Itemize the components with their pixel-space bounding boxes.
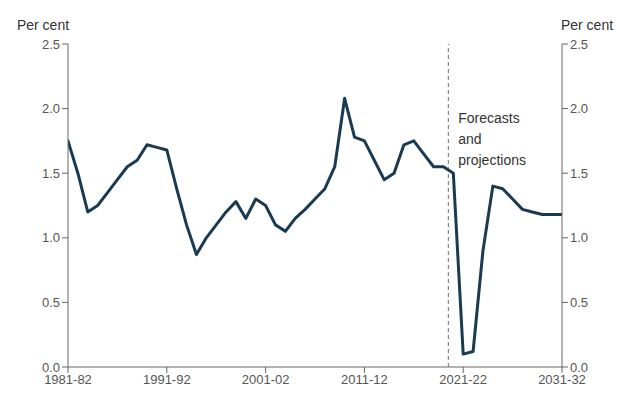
svg-text:2.5: 2.5 [570,37,588,52]
svg-text:1981-82: 1981-82 [44,372,92,388]
svg-text:2011-12: 2011-12 [341,372,388,387]
svg-text:1991-92: 1991-92 [143,372,191,387]
svg-text:2.0: 2.0 [42,101,60,116]
svg-text:2.0: 2.0 [570,101,588,116]
svg-text:2031-32: 2031-32 [538,372,586,388]
svg-text:2021-22: 2021-22 [439,372,487,387]
svg-text:1.5: 1.5 [42,166,60,181]
svg-text:1.0: 1.0 [42,230,60,245]
svg-text:Per cent: Per cent [17,17,69,33]
svg-text:0.5: 0.5 [570,295,588,310]
svg-text:1.5: 1.5 [570,166,588,181]
svg-text:0.0: 0.0 [42,360,60,375]
svg-text:Forecastsandprojections: Forecastsandprojections [458,110,526,168]
svg-text:2.5: 2.5 [42,37,60,52]
svg-text:1.0: 1.0 [570,230,588,245]
svg-text:0.5: 0.5 [42,295,60,310]
svg-text:0.0: 0.0 [570,360,588,375]
svg-text:2001-02: 2001-02 [242,372,290,387]
svg-text:Per cent: Per cent [561,17,613,33]
